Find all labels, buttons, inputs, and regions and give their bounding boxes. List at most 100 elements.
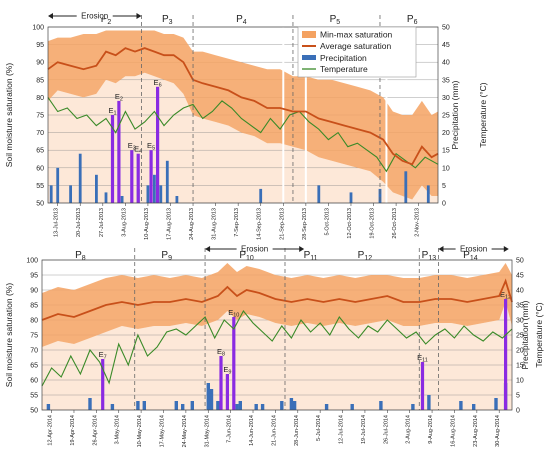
erosion-event-label-index: 8 bbox=[222, 352, 225, 358]
y2-tick-label: 15 bbox=[442, 148, 450, 155]
y-tick-label: 55 bbox=[30, 393, 38, 400]
y2-tick-label: 40 bbox=[516, 288, 524, 295]
erosion-label: Erosion bbox=[460, 245, 487, 254]
precipitation-bar bbox=[120, 196, 124, 203]
period-label-index: 3 bbox=[169, 19, 173, 26]
temperature-line bbox=[41, 310, 513, 387]
erosion-event-label-index: 4 bbox=[139, 149, 142, 155]
y-tick-label: 100 bbox=[32, 25, 44, 32]
erosion-event-bar bbox=[149, 150, 153, 203]
x-tick-label: 31-May-2014 bbox=[204, 415, 210, 447]
x-tick-label: 14-Sep-2013 bbox=[257, 208, 263, 240]
erosion-label: Erosion bbox=[241, 245, 268, 254]
erosion-arrow-head-left bbox=[438, 246, 444, 252]
y2-tick-label: 5 bbox=[516, 393, 520, 400]
erosion-event-label-index: 5 bbox=[152, 146, 155, 152]
erosion-event-label-index: 2 bbox=[120, 96, 123, 102]
x-tick-label: 12-Jul-2014 bbox=[339, 415, 345, 444]
x-tick-label: 14-Jun-2014 bbox=[249, 415, 255, 446]
precipitation-bar bbox=[349, 192, 353, 203]
temperature-line bbox=[47, 97, 439, 173]
period-label: P4 bbox=[236, 14, 247, 26]
precipitation-bar bbox=[289, 398, 294, 410]
period-label-index: 13 bbox=[428, 255, 436, 262]
y2-tick-label: 25 bbox=[516, 333, 524, 340]
y-tick-label: 90 bbox=[30, 288, 38, 295]
x-tick-label: 31-Aug-2013 bbox=[212, 208, 218, 240]
y-tick-label: 90 bbox=[36, 60, 44, 67]
y2-tick-label: 0 bbox=[516, 408, 520, 415]
y2-tick-label: 35 bbox=[442, 77, 450, 84]
erosion-event-label-index: 11 bbox=[422, 358, 428, 364]
period-label: P5 bbox=[330, 14, 341, 26]
erosion-event-bar bbox=[156, 86, 160, 203]
y2-tick-label: 5 bbox=[442, 183, 446, 190]
y-tick-label: 60 bbox=[36, 165, 44, 172]
y2-tick-label: 50 bbox=[442, 25, 450, 32]
legend-precip-swatch bbox=[302, 55, 316, 60]
y-tick-label: 65 bbox=[36, 148, 44, 155]
period-label: P3 bbox=[162, 14, 173, 26]
y2-tick-label: 15 bbox=[516, 363, 524, 370]
x-tick-label: 21-Jun-2014 bbox=[271, 415, 277, 446]
precipitation-bar bbox=[49, 185, 53, 203]
precipitation-bar bbox=[56, 167, 60, 203]
precipitation-bar bbox=[206, 383, 210, 410]
min-max-saturation-band bbox=[42, 263, 512, 347]
x-tick-label: 13-Jul-2013 bbox=[54, 208, 60, 237]
precipitation-bar bbox=[238, 401, 242, 410]
period-label-index: 10 bbox=[246, 255, 254, 262]
erosion-event-bar bbox=[504, 299, 508, 410]
x-tick-label: 24-Aug-2013 bbox=[189, 208, 195, 240]
y-tick-label: 70 bbox=[36, 130, 44, 137]
legend-temp-label: Temperature bbox=[320, 64, 368, 74]
legend: Min-max saturation Average saturation Pr… bbox=[297, 26, 417, 78]
precipitation-bar bbox=[411, 404, 415, 410]
erosion-event-label: E7 bbox=[99, 350, 107, 361]
x-tick-label: 26-Oct-2013 bbox=[392, 208, 398, 239]
y-tick-label: 80 bbox=[36, 95, 44, 102]
precipitation-bar bbox=[110, 404, 115, 410]
x-tick-label: 23-Aug-2014 bbox=[473, 415, 479, 447]
x-tick-label: 26-Jul-2014 bbox=[383, 415, 389, 444]
precipitation-bar bbox=[104, 192, 108, 203]
precipitation-bar bbox=[259, 188, 263, 203]
x-tick-label: 28-Sep-2013 bbox=[302, 208, 308, 240]
period-label-index: 14 bbox=[470, 255, 478, 262]
x-tick-label: 17-Aug-2013 bbox=[166, 208, 172, 240]
precipitation-bar bbox=[190, 401, 194, 410]
erosion-event-label: E12 bbox=[500, 290, 511, 301]
y2-axis-label: Precipitation (mm) bbox=[520, 300, 530, 369]
period-label: P8 bbox=[75, 250, 86, 262]
erosion-event-label: E6 bbox=[154, 78, 162, 89]
erosion-event-label-index: 7 bbox=[104, 355, 107, 361]
precipitation-bar bbox=[260, 404, 265, 410]
erosion-event-bar bbox=[130, 150, 134, 203]
erosion-event-label: E8 bbox=[217, 347, 225, 358]
average-saturation-line bbox=[47, 47, 439, 166]
x-tick-label: 9-Aug-2014 bbox=[428, 415, 434, 444]
x-tick-label: 12-Apr-2014 bbox=[48, 415, 54, 446]
erosion-event-bar bbox=[225, 374, 229, 410]
y-tick-label: 60 bbox=[30, 378, 38, 385]
precipitation-bar bbox=[494, 398, 498, 410]
y2-tick-label: 0 bbox=[442, 201, 446, 208]
x-tick-label: 3-Aug-2013 bbox=[121, 208, 127, 237]
y2-tick-label: 10 bbox=[442, 165, 450, 172]
period-label-index: 9 bbox=[168, 255, 172, 262]
x-tick-label: 27-Jul-2013 bbox=[99, 208, 105, 237]
x-tick-label: 2-Aug-2014 bbox=[406, 415, 412, 444]
y-tick-label: 80 bbox=[30, 318, 38, 325]
erosion-event-bar bbox=[117, 100, 121, 203]
legend-precip-label: Precipitation bbox=[320, 53, 367, 63]
erosion-label: Erosion bbox=[81, 12, 108, 21]
x-tick-label: 19-Apr-2014 bbox=[70, 415, 76, 446]
precipitation-bar bbox=[254, 404, 258, 410]
y2-tick-label: 20 bbox=[442, 130, 450, 137]
erosion-event-bar bbox=[136, 153, 140, 203]
precipitation-bar bbox=[136, 401, 140, 410]
x-tick-label: 19-Oct-2013 bbox=[370, 208, 376, 239]
saturation-background-area bbox=[42, 302, 512, 410]
